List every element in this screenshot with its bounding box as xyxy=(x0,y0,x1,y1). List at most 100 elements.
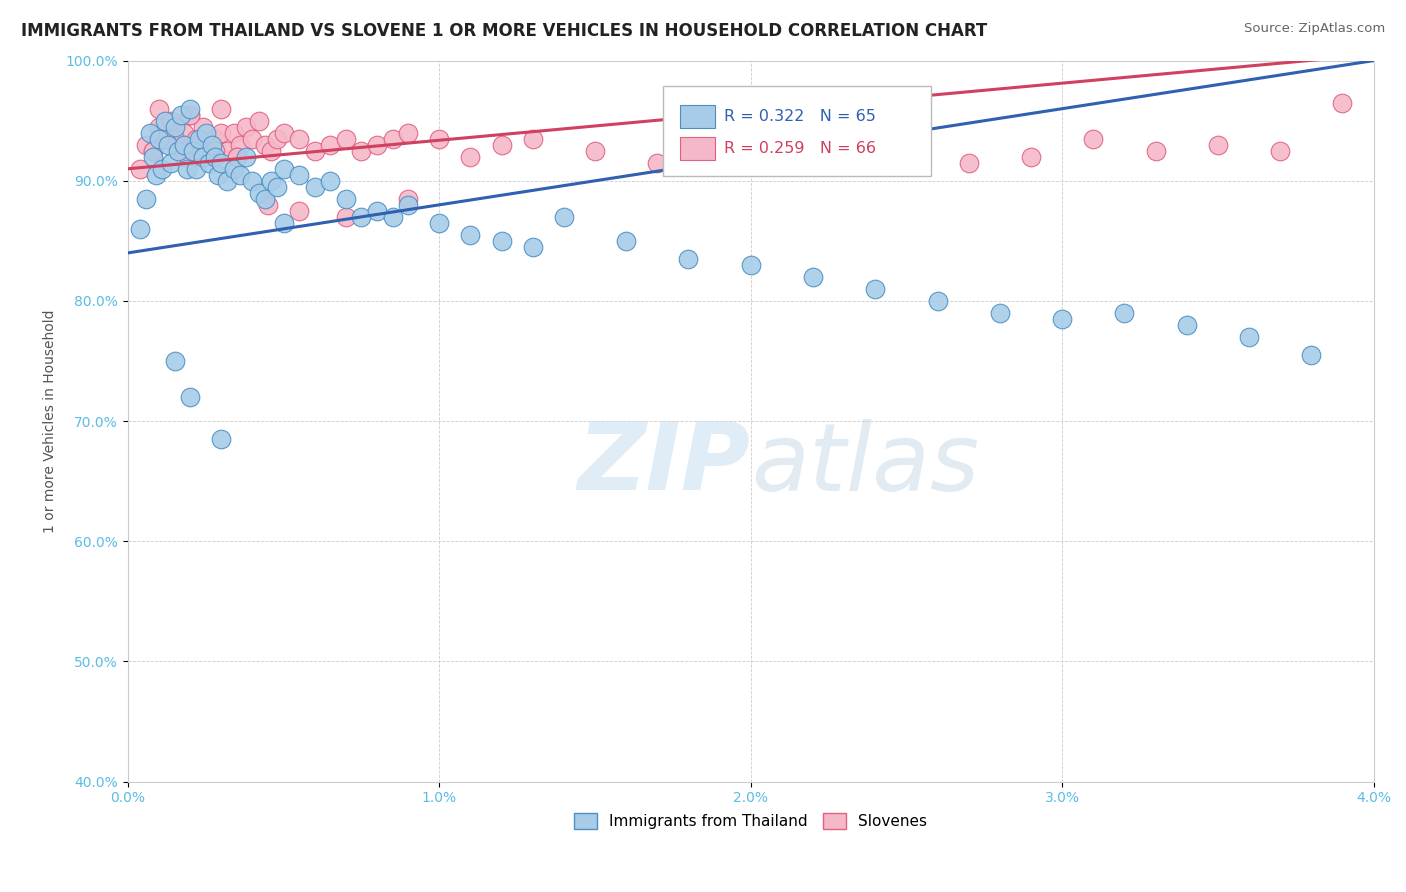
Point xyxy=(522,240,544,254)
Point xyxy=(173,150,195,164)
Point xyxy=(253,192,276,206)
Point xyxy=(957,155,980,169)
Point xyxy=(209,432,232,446)
Point xyxy=(304,179,326,194)
Point xyxy=(896,150,918,164)
Point xyxy=(197,155,219,169)
Point xyxy=(138,126,160,140)
Point xyxy=(129,161,152,176)
Point xyxy=(396,198,419,212)
Point xyxy=(709,150,731,164)
Point xyxy=(160,113,183,128)
Point xyxy=(614,234,637,248)
Point xyxy=(319,137,342,152)
Point xyxy=(160,155,183,169)
Point xyxy=(1019,150,1042,164)
Point xyxy=(247,113,270,128)
Point xyxy=(176,161,198,176)
Point xyxy=(335,210,357,224)
Point xyxy=(832,144,855,158)
Point xyxy=(225,150,247,164)
Text: IMMIGRANTS FROM THAILAND VS SLOVENE 1 OR MORE VEHICLES IN HOUSEHOLD CORRELATION : IMMIGRANTS FROM THAILAND VS SLOVENE 1 OR… xyxy=(21,22,987,40)
Point xyxy=(288,168,311,182)
Point xyxy=(222,126,245,140)
Text: atlas: atlas xyxy=(751,419,979,510)
Point xyxy=(988,306,1011,320)
Point xyxy=(186,161,208,176)
Point xyxy=(288,203,311,218)
Point xyxy=(801,269,824,284)
Point xyxy=(173,126,195,140)
FancyBboxPatch shape xyxy=(664,86,931,176)
Point xyxy=(153,113,176,128)
Point xyxy=(179,108,201,122)
Point xyxy=(135,137,157,152)
Point xyxy=(1301,348,1323,362)
Point xyxy=(142,144,165,158)
Point xyxy=(460,227,482,242)
Point xyxy=(179,102,201,116)
Point xyxy=(163,132,186,146)
Point xyxy=(273,216,295,230)
Text: ZIP: ZIP xyxy=(578,418,751,510)
Point xyxy=(145,168,167,182)
Point xyxy=(229,137,252,152)
Point xyxy=(173,137,195,152)
Point xyxy=(201,137,224,152)
Point xyxy=(247,186,270,200)
Point xyxy=(396,126,419,140)
Point xyxy=(319,174,342,188)
Point xyxy=(157,137,180,152)
Point xyxy=(209,155,232,169)
Point xyxy=(304,144,326,158)
Point xyxy=(129,222,152,236)
Point xyxy=(927,293,949,308)
Point xyxy=(273,126,295,140)
Point xyxy=(381,132,404,146)
Y-axis label: 1 or more Vehicles in Household: 1 or more Vehicles in Household xyxy=(44,310,58,533)
Point xyxy=(366,203,388,218)
Point xyxy=(150,161,173,176)
FancyBboxPatch shape xyxy=(679,105,714,128)
Point xyxy=(207,168,229,182)
Point xyxy=(153,132,176,146)
Point xyxy=(179,108,201,122)
Point xyxy=(863,282,886,296)
Point xyxy=(186,137,208,152)
Point xyxy=(135,192,157,206)
Point xyxy=(209,126,232,140)
Point xyxy=(166,144,188,158)
Text: R = 0.259   N = 66: R = 0.259 N = 66 xyxy=(724,141,876,156)
Point xyxy=(491,234,513,248)
Point xyxy=(186,132,208,146)
Legend: Immigrants from Thailand, Slovenes: Immigrants from Thailand, Slovenes xyxy=(568,807,934,835)
Point xyxy=(225,150,247,164)
Point xyxy=(209,102,232,116)
Point xyxy=(678,252,700,266)
Point xyxy=(427,216,450,230)
Point xyxy=(460,150,482,164)
Point xyxy=(179,390,201,404)
Point xyxy=(396,192,419,206)
Point xyxy=(142,150,165,164)
Point xyxy=(366,137,388,152)
Point xyxy=(553,210,575,224)
FancyBboxPatch shape xyxy=(679,137,714,161)
Point xyxy=(197,144,219,158)
Point xyxy=(217,144,239,158)
Point xyxy=(266,179,288,194)
Point xyxy=(260,144,283,158)
Point xyxy=(142,144,165,158)
Text: R = 0.322   N = 65: R = 0.322 N = 65 xyxy=(724,110,876,124)
Point xyxy=(1050,312,1073,326)
Point xyxy=(1268,144,1291,158)
Point xyxy=(217,174,239,188)
Point xyxy=(163,354,186,368)
Point xyxy=(240,132,263,146)
Point xyxy=(148,132,170,146)
Point xyxy=(204,150,226,164)
Point xyxy=(222,161,245,176)
Point xyxy=(170,108,193,122)
Point xyxy=(235,120,257,134)
Point xyxy=(273,161,295,176)
